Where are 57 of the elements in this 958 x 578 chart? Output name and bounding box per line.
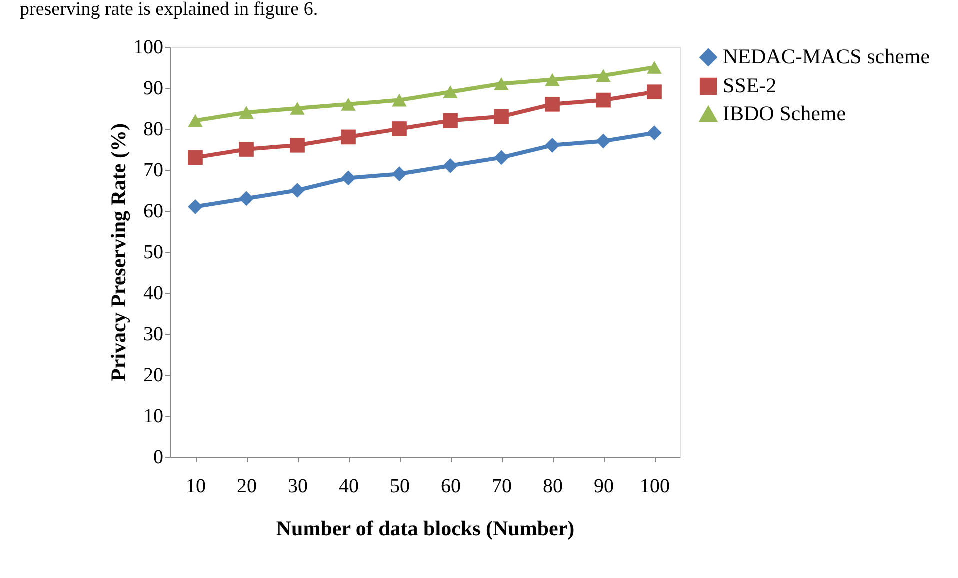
y-tick-label: 70 [144, 160, 164, 182]
x-tick-label: 10 [186, 476, 206, 498]
point [443, 113, 458, 128]
y-tick-label: 100 [134, 36, 164, 58]
x-tick-label: 40 [339, 476, 359, 498]
point [392, 122, 407, 136]
point [341, 170, 356, 186]
text: preserving rate is explained in figure 6. [20, 0, 318, 20]
point [494, 77, 509, 90]
point [647, 126, 662, 141]
x-tick-label: 100 [640, 476, 670, 498]
point [596, 134, 611, 149]
point [545, 138, 560, 153]
point [392, 94, 407, 107]
y-tick-label: 40 [144, 282, 164, 304]
point [443, 86, 458, 99]
point [647, 84, 662, 100]
x-tick-label: 90 [594, 476, 614, 498]
legend-label: NEDAC-MACS scheme [723, 44, 930, 68]
y-axis-title: Privacy Preserving Rate (%) [106, 124, 130, 382]
y-tick-label: 20 [144, 364, 164, 386]
y-tick-label: 80 [144, 118, 164, 140]
point [188, 199, 203, 214]
y-tick-label: 10 [144, 406, 164, 428]
y-tick-label: 60 [144, 200, 164, 222]
x-tick-label: 70 [492, 476, 512, 498]
point [596, 92, 611, 108]
point [596, 69, 611, 82]
point [188, 150, 203, 166]
point [290, 102, 305, 115]
point [188, 114, 203, 128]
point [392, 166, 407, 182]
x-axis-title: Number of data blocks (Number) [276, 516, 575, 540]
y-tick-label: 50 [144, 242, 164, 264]
point [545, 73, 560, 86]
point [290, 183, 305, 198]
y-tick-label: 30 [144, 324, 164, 346]
x-tick-label: 60 [441, 476, 461, 498]
point [290, 138, 305, 153]
x-tick-label: 80 [543, 476, 563, 498]
x-tick-label: 20 [237, 476, 257, 498]
x-tick-label: 30 [288, 476, 308, 498]
point [341, 130, 356, 145]
point [239, 191, 254, 206]
point [239, 142, 254, 157]
point [341, 98, 356, 111]
point [494, 109, 509, 124]
point [545, 96, 560, 112]
point [443, 158, 458, 174]
y-tick-label: 0 [154, 446, 164, 468]
point [494, 150, 509, 166]
legend-label: IBDO Scheme [723, 102, 846, 126]
point [647, 61, 662, 74]
point [239, 106, 254, 120]
legend-label: SSE-2 [723, 74, 777, 98]
y-tick-label: 90 [144, 78, 164, 100]
x-tick-label: 50 [390, 476, 410, 498]
